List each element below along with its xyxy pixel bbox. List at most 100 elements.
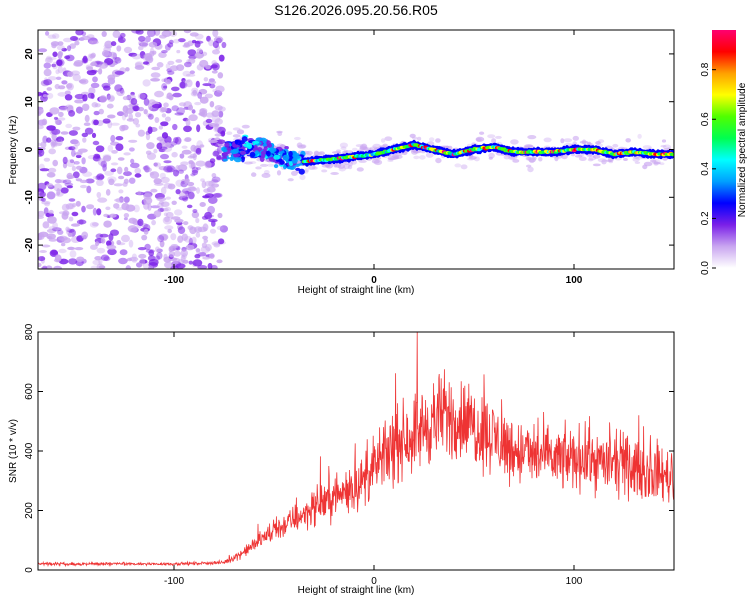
halo-blob bbox=[543, 137, 552, 143]
noise-blob bbox=[217, 238, 225, 245]
noise-blob bbox=[47, 216, 57, 224]
noise-blob bbox=[86, 185, 92, 194]
colorbar-tick-label: 0.8 bbox=[700, 62, 711, 76]
noise-blob bbox=[191, 236, 197, 244]
noise-blob bbox=[97, 197, 108, 203]
noise-blob bbox=[138, 35, 146, 42]
noise-blob bbox=[126, 118, 135, 122]
noise-blob bbox=[171, 200, 177, 205]
noise-blob bbox=[206, 35, 211, 42]
halo-blob bbox=[605, 159, 613, 162]
onset-blob bbox=[266, 140, 272, 147]
halo-blob bbox=[261, 173, 271, 178]
halo-blob bbox=[413, 155, 420, 160]
halo-blob bbox=[512, 159, 520, 163]
halo-blob bbox=[356, 167, 364, 172]
noise-blob bbox=[149, 171, 155, 176]
noise-blob bbox=[142, 53, 152, 62]
noise-blob bbox=[103, 44, 113, 49]
noise-blob bbox=[212, 40, 219, 49]
noise-blob bbox=[176, 49, 181, 54]
noise-blob bbox=[106, 93, 111, 100]
onset-blob bbox=[259, 156, 265, 163]
noise-blob bbox=[218, 110, 224, 118]
noise-blob bbox=[106, 94, 115, 103]
noise-blob bbox=[179, 153, 185, 159]
noise-blob bbox=[188, 104, 193, 111]
noise-blob bbox=[58, 235, 68, 241]
noise-blob bbox=[208, 218, 218, 223]
spectrogram-xlabel: Height of straight line (km) bbox=[298, 285, 415, 296]
noise-blob bbox=[107, 74, 116, 81]
noise-blob bbox=[203, 188, 211, 193]
spectrogram-xtick-label: 0 bbox=[371, 275, 377, 286]
noise-blob bbox=[171, 86, 180, 92]
noise-blob bbox=[163, 85, 168, 89]
noise-blob bbox=[91, 40, 99, 45]
noise-blob bbox=[75, 30, 84, 36]
noise-blob bbox=[74, 247, 84, 251]
noise-blob bbox=[166, 165, 176, 173]
noise-blob bbox=[154, 117, 160, 123]
noise-blob bbox=[137, 190, 142, 196]
noise-blob bbox=[40, 197, 46, 202]
noise-blob bbox=[79, 78, 89, 85]
noise-blob bbox=[53, 265, 63, 269]
noise-blob bbox=[212, 150, 220, 157]
noise-blob bbox=[90, 244, 98, 250]
noise-blob bbox=[192, 152, 197, 161]
noise-blob bbox=[178, 190, 189, 198]
noise-blob bbox=[124, 166, 129, 173]
noise-blob bbox=[116, 166, 123, 175]
noise-blob bbox=[185, 118, 191, 127]
noise-blob bbox=[181, 149, 192, 155]
noise-blob bbox=[213, 192, 223, 198]
halo-blob bbox=[592, 154, 601, 159]
noise-blob bbox=[178, 102, 187, 107]
noise-blob bbox=[188, 260, 193, 265]
noise-blob bbox=[195, 80, 200, 88]
halo-blob bbox=[299, 174, 306, 181]
noise-blob bbox=[39, 250, 47, 253]
noise-blob bbox=[146, 152, 157, 160]
noise-blob bbox=[165, 63, 171, 70]
noise-blob bbox=[184, 61, 192, 68]
noise-blob bbox=[69, 159, 75, 164]
halo-blob bbox=[488, 152, 495, 159]
halo-blob bbox=[650, 159, 657, 163]
spectrogram-marks bbox=[38, 30, 674, 269]
noise-blob bbox=[102, 163, 107, 172]
colorbar-ticks: 0.0 0.2 0.4 0.6 0.8 bbox=[700, 62, 716, 275]
colorbar-tick-label: 0.0 bbox=[700, 261, 711, 275]
noise-blob bbox=[100, 237, 106, 244]
noise-blob bbox=[178, 169, 184, 174]
noise-blob bbox=[123, 46, 133, 54]
noise-blob bbox=[104, 40, 113, 49]
noise-blob bbox=[44, 57, 53, 64]
noise-blob bbox=[137, 218, 144, 227]
noise-blob bbox=[74, 140, 80, 147]
noise-blob bbox=[150, 78, 161, 82]
noise-blob bbox=[211, 176, 221, 183]
halo-blob bbox=[417, 136, 422, 141]
noise-blob bbox=[92, 140, 100, 146]
noise-blob bbox=[187, 186, 197, 192]
noise-blob bbox=[175, 189, 181, 195]
onset-blob bbox=[286, 166, 293, 170]
halo-blob bbox=[659, 162, 665, 166]
noise-blob bbox=[173, 137, 179, 144]
noise-blob bbox=[61, 80, 68, 85]
noise-blob bbox=[164, 167, 175, 173]
noise-blob bbox=[75, 200, 81, 207]
noise-blob bbox=[210, 64, 218, 69]
noise-blob bbox=[121, 234, 130, 243]
noise-blob bbox=[53, 183, 63, 192]
chart-title: S126.2026.095.20.56.R05 bbox=[274, 2, 438, 18]
noise-blob bbox=[42, 265, 48, 269]
noise-blob bbox=[198, 88, 208, 95]
noise-blob bbox=[161, 113, 167, 118]
halo-blob bbox=[648, 147, 653, 150]
noise-blob bbox=[47, 76, 57, 81]
noise-blob bbox=[111, 150, 118, 154]
noise-blob bbox=[110, 168, 117, 173]
